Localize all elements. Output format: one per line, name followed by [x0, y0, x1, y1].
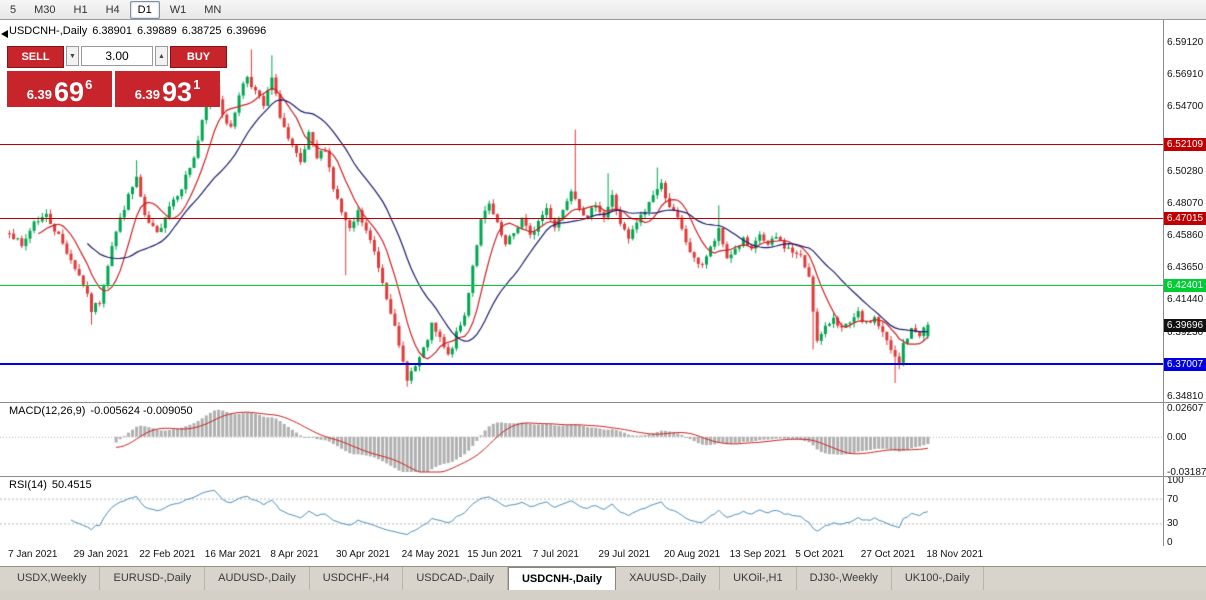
- chart-tab-dj30-weekly[interactable]: DJ30-,Weekly: [797, 567, 892, 590]
- ohlc-close: 6.39696: [226, 25, 267, 37]
- buy-price-small: 6.39: [134, 87, 161, 102]
- price-badge-6.37007: 6.37007: [1164, 357, 1206, 371]
- rsi-name: RSI(14): [9, 479, 47, 491]
- hline-6.47015[interactable]: [0, 218, 1163, 219]
- rsi-axis-100: 100: [1167, 475, 1184, 486]
- time-label-208: 27 Oct 2021: [860, 549, 916, 560]
- time-label-0: 7 Jan 2021: [8, 549, 58, 560]
- price-label-6.48070: 6.48070: [1167, 197, 1204, 209]
- timeframe-button-5[interactable]: 5: [10, 3, 17, 16]
- time-label-48: 16 Mar 2021: [204, 549, 261, 560]
- macd-name: MACD(12,26,9): [9, 405, 86, 417]
- time-label-176: 13 Sep 2021: [729, 549, 787, 560]
- buy-price-pip: 1: [193, 77, 201, 92]
- chart-tab-xauusd-daily[interactable]: XAUUSD-,Daily: [616, 567, 721, 590]
- price-badge-6.47015: 6.47015: [1164, 212, 1206, 226]
- chart-symbol-label: USDCNH-,Daily: [9, 25, 88, 37]
- rsi-label: RSI(14) 50.4515: [9, 479, 97, 491]
- time-label-112: 15 Jun 2021: [467, 549, 523, 560]
- price-axis[interactable]: 6.59120 6.56910 6.54700 6.50280 6.48070 6.458…: [1164, 20, 1206, 548]
- sell-price-small: 6.39: [26, 87, 53, 102]
- chart-tab-uk100-daily[interactable]: UK100-,Daily: [892, 567, 984, 590]
- price-axis-border: [1163, 20, 1164, 546]
- hline-6.52109[interactable]: [0, 144, 1163, 145]
- time-label-96: 24 May 2021: [401, 549, 460, 560]
- buy-button[interactable]: BUY: [170, 46, 227, 68]
- time-axis[interactable]: 7 Jan 2021 29 Jan 2021 22 Feb 2021 16 Mar 2…: [0, 546, 1206, 566]
- chart-tab-eurusd-daily[interactable]: EURUSD-,Daily: [100, 567, 206, 590]
- time-label-224: 18 Nov 2021: [926, 549, 984, 560]
- current-price-badge: 6.39696: [1164, 318, 1206, 332]
- chart-tab-usdchf-h4[interactable]: USDCHF-,H4: [310, 567, 404, 590]
- lot-decrease-button[interactable]: ▼: [66, 46, 79, 66]
- time-label-160: 20 Aug 2021: [664, 549, 721, 560]
- price-label-6.43650: 6.43650: [1167, 262, 1204, 274]
- timeframe-button-h1[interactable]: H1: [73, 3, 88, 16]
- buy-price-big: 93: [162, 77, 193, 107]
- ohlc-open: 6.38901: [92, 25, 132, 37]
- price-label-6.54700: 6.54700: [1167, 101, 1204, 113]
- price-badge-6.42401: 6.42401: [1164, 279, 1206, 293]
- time-label-16: 29 Jan 2021: [73, 549, 129, 560]
- sell-price-tile[interactable]: 6.39 69 6: [7, 71, 112, 107]
- price-label-6.45860: 6.45860: [1167, 230, 1204, 242]
- price-label-6.56910: 6.56910: [1167, 69, 1204, 81]
- macd-axis-0.00: 0.00: [1167, 431, 1187, 443]
- time-label-32: 22 Feb 2021: [139, 549, 196, 560]
- timeframe-toolbar: 5 M30 H1 H4 D1 W1 MN: [0, 0, 1206, 20]
- timeframe-button-m30[interactable]: M30: [34, 3, 56, 16]
- chart-tab-usdcnh-daily[interactable]: USDCNH-,Daily: [507, 567, 617, 590]
- timeframe-button-h4[interactable]: H4: [105, 3, 120, 16]
- chart-tabs: USDX,Weekly EURUSD-,Daily AUDUSD-,Daily USD…: [0, 566, 1206, 590]
- timeframe-button-w1[interactable]: W1: [169, 3, 187, 16]
- rsi-value: 50.4515: [51, 479, 92, 491]
- price-label-6.34810: 6.34810: [1167, 390, 1204, 402]
- macd-label: MACD(12,26,9) -0.005624 -0.009050: [9, 405, 198, 417]
- time-label-192: 5 Oct 2021: [795, 549, 845, 560]
- price-label-6.50280: 6.50280: [1167, 165, 1204, 177]
- chart-tab-ukoil-h1[interactable]: UKOil-,H1: [720, 567, 797, 590]
- sell-button[interactable]: SELL: [7, 46, 64, 68]
- chart-tab-audusd-daily[interactable]: AUDUSD-,Daily: [205, 567, 310, 590]
- one-click-trade-panel: SELL ▼ ▲ BUY 6.39 69 6 6.39 93 1: [7, 46, 227, 107]
- price-label-6.59120: 6.59120: [1167, 36, 1204, 48]
- chart-region: 6.59120 6.56910 6.54700 6.50280 6.48070 6.458…: [0, 20, 1206, 548]
- sell-price-big: 69: [54, 77, 85, 107]
- chart-tab-usdcad-daily[interactable]: USDCAD-,Daily: [403, 567, 508, 590]
- chart-canvas[interactable]: [0, 20, 1206, 546]
- ohlc-low: 6.38725: [181, 25, 222, 37]
- rsi-axis-0: 0: [1167, 537, 1173, 548]
- hline-6.42401[interactable]: [0, 285, 1163, 286]
- price-badge-6.52109: 6.52109: [1164, 138, 1206, 152]
- chart-left-marker-icon: [1, 30, 8, 38]
- window-bottom-strip: [0, 590, 1206, 600]
- chart-header: USDCNH-,Daily 6.38901 6.39889 6.38725 6.3969…: [9, 25, 271, 37]
- price-label-6.39230: 6.39230: [1167, 326, 1204, 338]
- timeframe-button-mn[interactable]: MN: [204, 3, 222, 16]
- rsi-axis-70: 70: [1167, 493, 1179, 505]
- macd-values: -0.005624 -0.009050: [90, 405, 193, 417]
- time-label-80: 30 Apr 2021: [336, 549, 390, 560]
- hline-6.37007[interactable]: [0, 363, 1163, 365]
- macd-panel-separator[interactable]: [0, 402, 1206, 403]
- ohlc-high: 6.39889: [137, 25, 177, 37]
- macd-axis--0.03187: -0.03187: [1167, 466, 1206, 478]
- time-label-128: 7 Jul 2021: [532, 549, 579, 560]
- price-label-6.41440: 6.41440: [1167, 294, 1204, 306]
- macd-axis-0.02607: 0.02607: [1167, 403, 1204, 415]
- rsi-axis-30: 30: [1167, 518, 1179, 530]
- rsi-panel-separator[interactable]: [0, 476, 1206, 477]
- time-label-144: 29 Jul 2021: [598, 549, 651, 560]
- lot-increase-button[interactable]: ▲: [155, 46, 168, 66]
- time-label-64: 8 Apr 2021: [270, 549, 319, 560]
- lot-size-input[interactable]: [81, 46, 153, 66]
- chart-tab-usdx-weekly[interactable]: USDX,Weekly: [4, 567, 101, 590]
- sell-price-pip: 6: [85, 77, 93, 92]
- buy-price-tile[interactable]: 6.39 93 1: [115, 71, 220, 107]
- timeframe-button-d1[interactable]: D1: [129, 0, 160, 19]
